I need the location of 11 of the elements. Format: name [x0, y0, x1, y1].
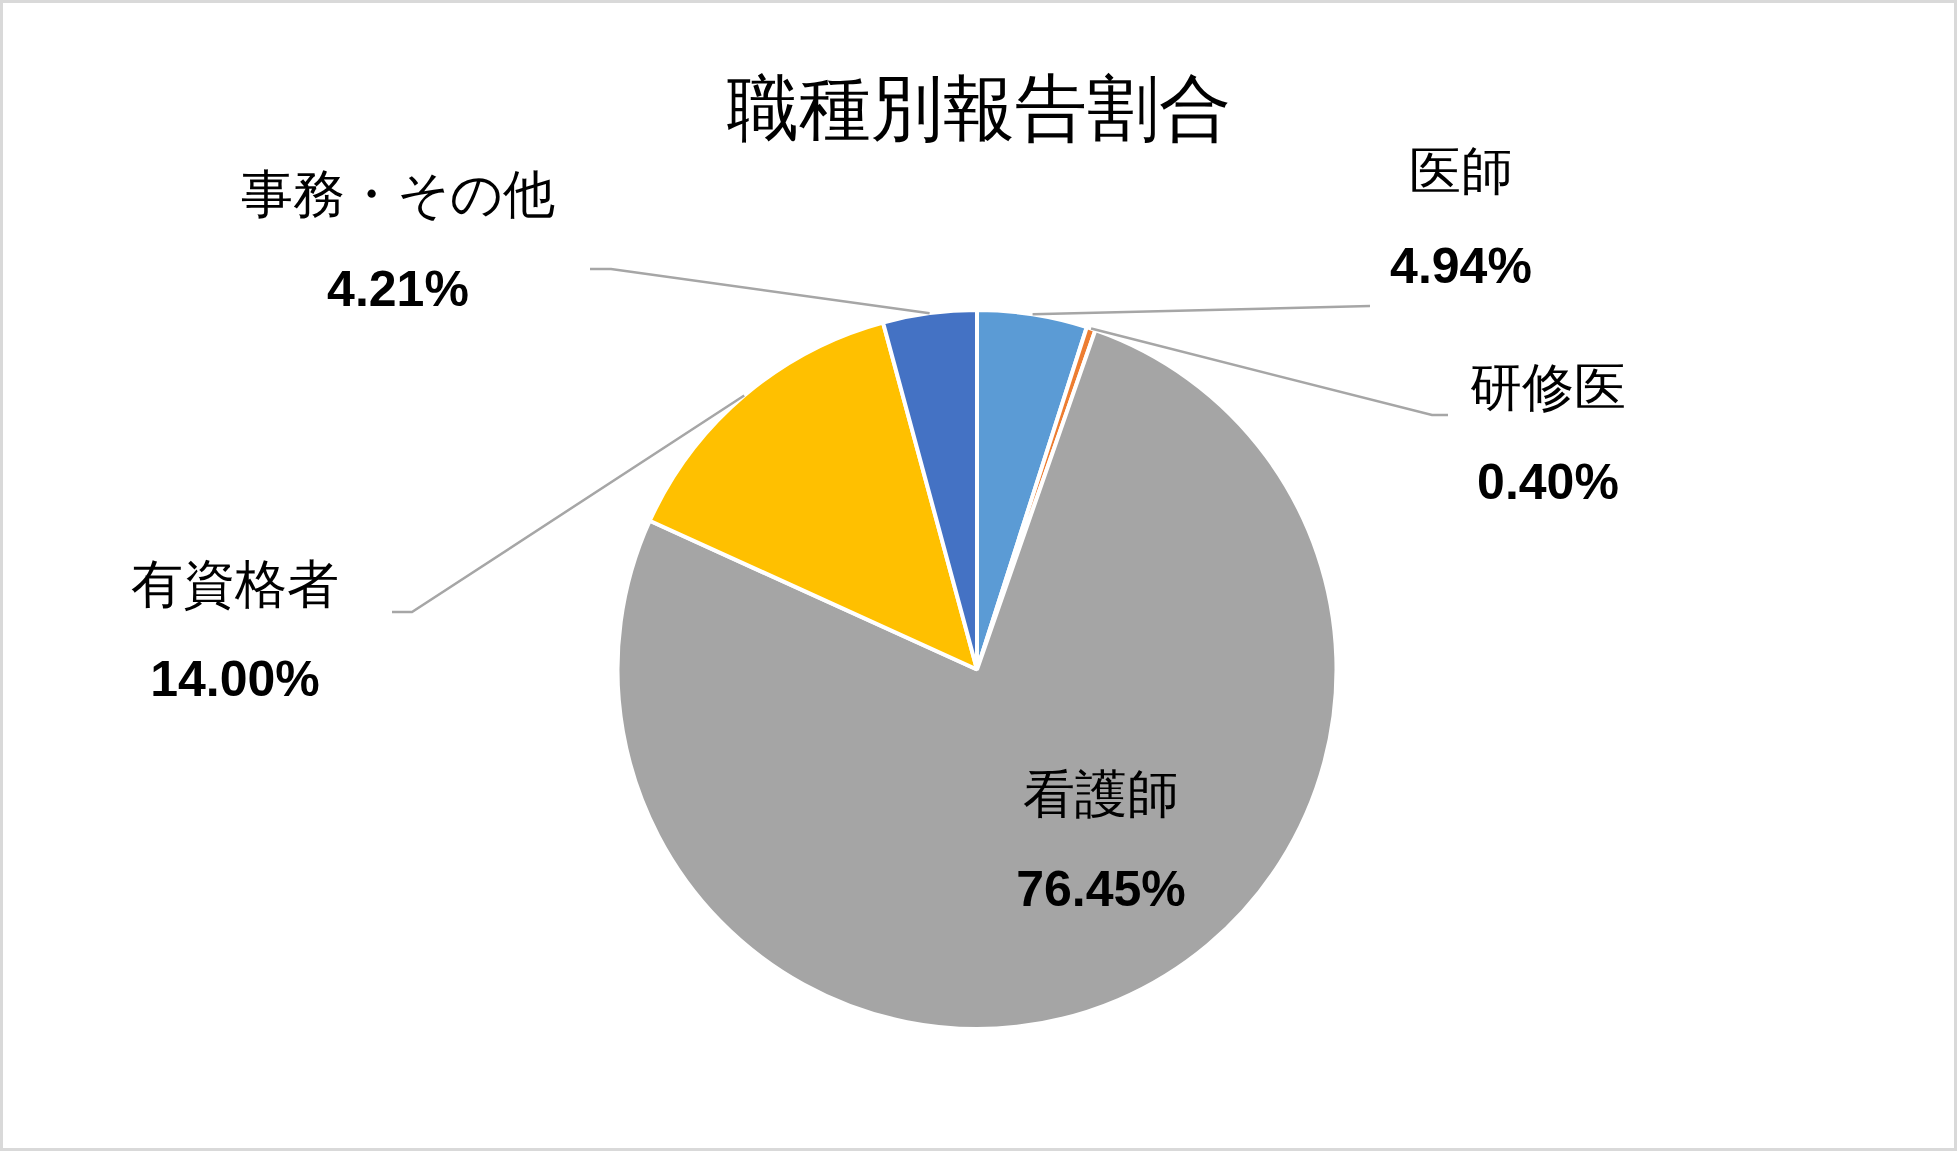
- slice-label: 事務・その他: [241, 165, 555, 224]
- slice-label: 医師: [1409, 142, 1513, 201]
- data-label: 4.21%: [327, 260, 469, 317]
- slice-label: 研修医: [1470, 358, 1626, 417]
- chart-title: 職種別報告割合: [726, 67, 1231, 148]
- data-label: 0.40%: [1477, 453, 1619, 510]
- slice-label: 有資格者: [131, 555, 339, 614]
- data-label: 14.00%: [150, 650, 320, 707]
- data-label: 4.94%: [1390, 237, 1532, 294]
- slice-label: 看護師: [1023, 765, 1179, 824]
- data-label: 76.45%: [1016, 860, 1186, 917]
